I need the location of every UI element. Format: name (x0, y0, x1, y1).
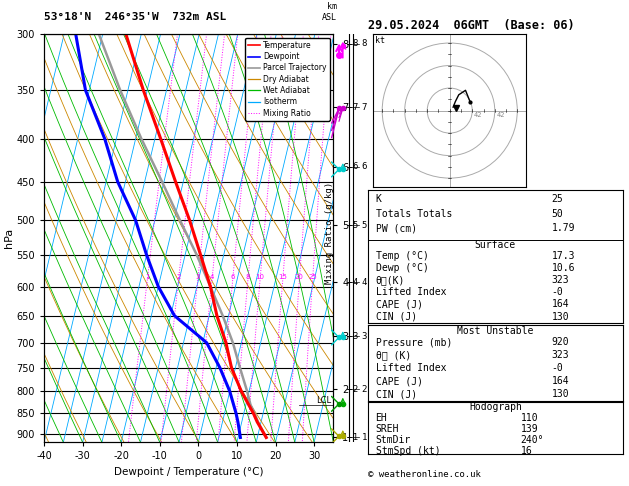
Text: 323: 323 (552, 350, 569, 360)
Text: Most Unstable: Most Unstable (457, 326, 533, 336)
Text: LCL: LCL (316, 396, 331, 405)
Text: 164: 164 (552, 376, 569, 386)
Text: 130: 130 (552, 389, 569, 399)
Text: 3: 3 (352, 332, 358, 341)
Text: 17.3: 17.3 (552, 251, 575, 261)
Text: 10.6: 10.6 (552, 263, 575, 274)
Text: 15: 15 (278, 274, 287, 280)
Text: Dewp (°C): Dewp (°C) (376, 263, 428, 274)
X-axis label: Dewpoint / Temperature (°C): Dewpoint / Temperature (°C) (114, 467, 264, 477)
Text: 4: 4 (352, 278, 357, 287)
Text: -0: -0 (552, 287, 563, 297)
Text: Surface: Surface (475, 240, 516, 250)
Text: 240°: 240° (521, 435, 544, 445)
Text: K: K (376, 194, 381, 204)
Text: 8: 8 (362, 39, 367, 48)
Text: 1: 1 (145, 274, 150, 280)
Text: 2: 2 (176, 274, 181, 280)
Text: SREH: SREH (376, 424, 399, 434)
Text: 8: 8 (352, 39, 358, 48)
Text: StmDir: StmDir (376, 435, 411, 445)
Text: 130: 130 (552, 312, 569, 322)
Text: 6: 6 (362, 162, 367, 172)
Text: θᴇ (K): θᴇ (K) (376, 350, 411, 360)
Text: 3: 3 (196, 274, 200, 280)
Text: 1: 1 (352, 433, 357, 442)
Text: 1.79: 1.79 (552, 223, 575, 233)
Text: Temp (°C): Temp (°C) (376, 251, 428, 261)
Text: EH: EH (376, 413, 387, 423)
Text: 4: 4 (362, 278, 367, 287)
Text: 2: 2 (362, 384, 367, 394)
Text: 10: 10 (255, 274, 264, 280)
Text: 25: 25 (308, 274, 317, 280)
Text: 25: 25 (552, 194, 563, 204)
Text: CAPE (J): CAPE (J) (376, 299, 423, 310)
Text: 3: 3 (362, 332, 367, 341)
Text: 2: 2 (352, 384, 357, 394)
Text: CIN (J): CIN (J) (376, 312, 417, 322)
Text: 7: 7 (352, 103, 358, 112)
Text: StmSpd (kt): StmSpd (kt) (376, 446, 440, 456)
Text: Lifted Index: Lifted Index (376, 287, 446, 297)
Text: Hodograph: Hodograph (469, 402, 522, 412)
Text: 5: 5 (362, 221, 367, 230)
Legend: Temperature, Dewpoint, Parcel Trajectory, Dry Adiabat, Wet Adiabat, Isotherm, Mi: Temperature, Dewpoint, Parcel Trajectory… (245, 38, 330, 121)
Text: 7: 7 (362, 103, 367, 112)
Text: 20: 20 (295, 274, 304, 280)
Text: 4: 4 (209, 274, 214, 280)
Text: km
ASL: km ASL (321, 2, 337, 22)
Text: kt: kt (376, 36, 386, 45)
Text: Totals Totals: Totals Totals (376, 208, 452, 219)
Text: 323: 323 (552, 276, 569, 285)
Text: 139: 139 (521, 424, 538, 434)
Text: Lifted Index: Lifted Index (376, 363, 446, 373)
Text: Pressure (mb): Pressure (mb) (376, 337, 452, 347)
Text: Mixing Ratio (g/kg): Mixing Ratio (g/kg) (325, 182, 334, 284)
Text: CAPE (J): CAPE (J) (376, 376, 423, 386)
Text: CIN (J): CIN (J) (376, 389, 417, 399)
Text: 53°18'N  246°35'W  732m ASL: 53°18'N 246°35'W 732m ASL (44, 12, 226, 22)
Text: 50: 50 (552, 208, 563, 219)
Text: 16: 16 (521, 446, 533, 456)
Text: 8: 8 (245, 274, 250, 280)
Text: 110: 110 (521, 413, 538, 423)
Text: 42: 42 (497, 112, 506, 118)
Y-axis label: hPa: hPa (4, 228, 14, 248)
Text: PW (cm): PW (cm) (376, 223, 417, 233)
Text: 6: 6 (230, 274, 235, 280)
Text: 5: 5 (352, 221, 357, 230)
Text: 29.05.2024  06GMT  (Base: 06): 29.05.2024 06GMT (Base: 06) (368, 19, 574, 33)
Text: 164: 164 (552, 299, 569, 310)
Text: 6: 6 (352, 162, 358, 172)
Text: 42: 42 (474, 112, 482, 118)
Text: 920: 920 (552, 337, 569, 347)
Text: 1: 1 (362, 433, 367, 442)
Text: θᴇ(K): θᴇ(K) (376, 276, 405, 285)
Text: © weatheronline.co.uk: © weatheronline.co.uk (368, 469, 481, 479)
Text: -0: -0 (552, 363, 563, 373)
